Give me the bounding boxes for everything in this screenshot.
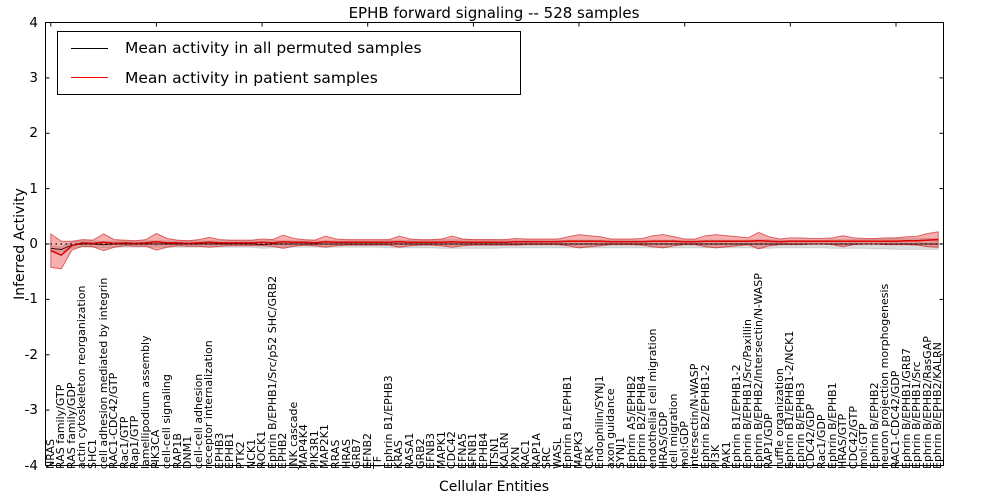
patient-mean-line <box>50 238 939 256</box>
x-tick-label: Ephrin B/EPHB2/KALRN <box>931 342 945 469</box>
permuted-mean-line <box>50 243 939 251</box>
y-tick-label: 1 <box>29 180 38 197</box>
y-tick-label: 4 <box>29 14 38 31</box>
legend-entry-patient: Mean activity in patient samples <box>58 65 520 91</box>
patient-band <box>50 231 939 270</box>
y-tick-label: -3 <box>24 402 38 419</box>
legend-label-patient: Mean activity in patient samples <box>125 68 378 87</box>
y-tick-label: -1 <box>24 291 38 308</box>
chart-title: EPHB forward signaling -- 528 samples <box>348 4 640 22</box>
legend-entry-permuted: Mean activity in all permuted samples <box>58 35 520 61</box>
y-tick-label: 2 <box>29 125 38 142</box>
y-tick-label: -2 <box>24 346 38 363</box>
y-tick-label: 0 <box>29 236 38 252</box>
legend: Mean activity in all permuted samples Me… <box>57 31 521 95</box>
y-tick-label: -4 <box>24 457 38 474</box>
black-line-swatch-icon <box>71 47 108 49</box>
y-tick-label: 3 <box>29 69 38 86</box>
red-line-swatch-icon <box>71 77 108 79</box>
x-axis-label: Cellular Entities <box>438 479 550 495</box>
legend-label-permuted: Mean activity in all permuted samples <box>125 39 422 58</box>
